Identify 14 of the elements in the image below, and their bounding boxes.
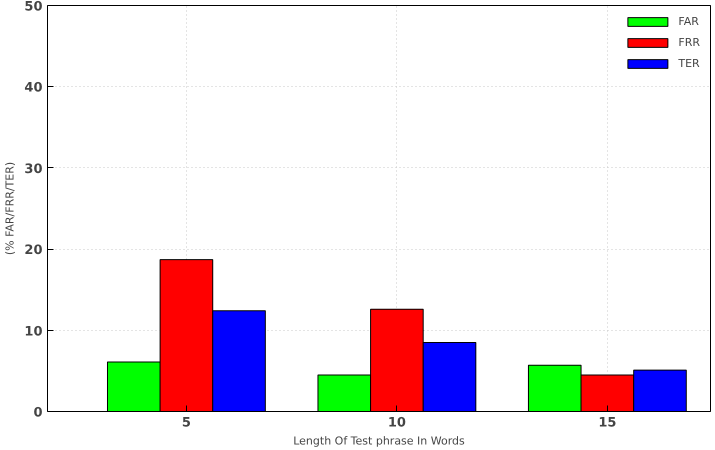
y-tick-label: 20 [24, 243, 43, 258]
y-tick-label: 10 [24, 324, 43, 340]
y-tick-label: 50 [24, 0, 43, 14]
x-axis-title: Length Of Test phrase In Words [293, 434, 466, 448]
legend-label: FRR [678, 36, 700, 49]
legend-label: FAR [678, 15, 699, 28]
y-tick-label: 40 [24, 80, 43, 96]
y-tick-label: 0 [33, 406, 42, 420]
x-tick-label: 5 [182, 416, 191, 430]
y-axis-title: (% FAR/FRR/TER) [3, 162, 16, 256]
y-tick-label: 30 [24, 162, 43, 177]
legend-label: TER [678, 57, 700, 70]
x-tick-label: 15 [598, 416, 616, 430]
x-tick-label: 10 [388, 416, 406, 430]
